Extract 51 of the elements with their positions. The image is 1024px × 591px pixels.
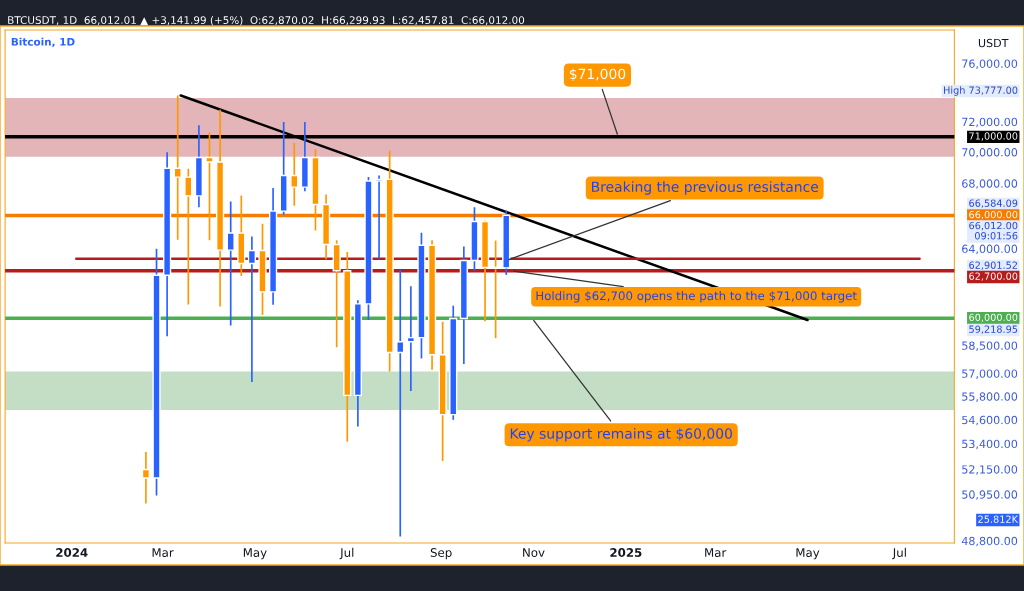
y-tick-label: 68,000.00 bbox=[962, 179, 1018, 189]
x-tick-label: 2024 bbox=[56, 548, 88, 557]
text: 62,901.52 bbox=[969, 261, 1018, 270]
candlestick bbox=[396, 269, 405, 538]
y-tick-label: 64,000.00 bbox=[962, 244, 1018, 255]
y-tick-label: 70,000.00 bbox=[962, 148, 1018, 158]
candlestick bbox=[184, 168, 193, 306]
ref-line-label: 71,000.00 bbox=[969, 132, 1018, 141]
y-tick-label: 76,000.00 bbox=[962, 59, 1018, 70]
annotation: $71,000 bbox=[569, 68, 626, 82]
y-tick-label: 72,000.00 bbox=[962, 117, 1018, 128]
annotation: Key support remains at $60,000 bbox=[510, 428, 732, 442]
y-tick-label: 53,400.00 bbox=[962, 439, 1018, 450]
text: 59,218.95 bbox=[969, 325, 1018, 334]
ref-line-label: 60,000.00 bbox=[969, 313, 1018, 322]
candlestick bbox=[290, 142, 299, 207]
text: 25.812K bbox=[978, 515, 1019, 523]
x-tick-label: Jul bbox=[339, 547, 354, 560]
ref-line-label: 62,700.00 bbox=[969, 272, 1018, 281]
candlestick bbox=[205, 131, 214, 242]
x-tick-label: Mar bbox=[152, 548, 174, 557]
x-tick-label: Nov bbox=[523, 548, 545, 557]
x-tick-label: Jul bbox=[892, 547, 906, 560]
candlestick bbox=[247, 235, 256, 383]
candlestick bbox=[491, 239, 500, 339]
text: 66,012.00 09:01:56 bbox=[969, 221, 1018, 240]
candlestick bbox=[374, 174, 384, 260]
annotation: High 73,777.00 bbox=[944, 86, 1018, 96]
y-axis-title: USDT bbox=[978, 38, 1009, 48]
y-tick-label: 57,000.00 bbox=[962, 369, 1018, 379]
y-tick-label: 52,150.00 bbox=[962, 465, 1018, 475]
candlestick bbox=[406, 285, 415, 392]
y-tick-label: 55,800.00 bbox=[962, 392, 1018, 402]
text: Bitcoin, 1D bbox=[11, 37, 75, 48]
x-tick-label: May bbox=[796, 548, 820, 560]
x-tick-label: Mar bbox=[705, 548, 727, 557]
candlestick bbox=[141, 451, 151, 505]
y-tick-label: 50,950.00 bbox=[962, 490, 1018, 500]
text: 66,584.09 bbox=[969, 199, 1018, 208]
x-tick-label: Sep bbox=[430, 548, 452, 560]
annotation: Breaking the previous resistance bbox=[592, 181, 819, 195]
y-tick-label: 48,800.00 bbox=[961, 536, 1018, 547]
x-tick-label: May bbox=[243, 548, 267, 560]
ref-line-label: 66,000.00 bbox=[969, 210, 1018, 220]
chart-subtitle: BTCUSDT, 1D 66,012.01 ▲ +3,141.99 (+5%) O:62,870.02 H:66,299.93 L:62,457.81 C:66,012.00 bbox=[8, 15, 525, 26]
y-tick-label: 58,500.00 bbox=[962, 341, 1018, 351]
x-tick-label: 2025 bbox=[610, 548, 642, 557]
candlestick bbox=[173, 94, 182, 241]
candlestick bbox=[226, 200, 235, 327]
annotation: Holding $62,700 opens the path to the $71,000 target bbox=[536, 291, 857, 303]
y-tick-label: 54,600.00 bbox=[962, 415, 1018, 426]
